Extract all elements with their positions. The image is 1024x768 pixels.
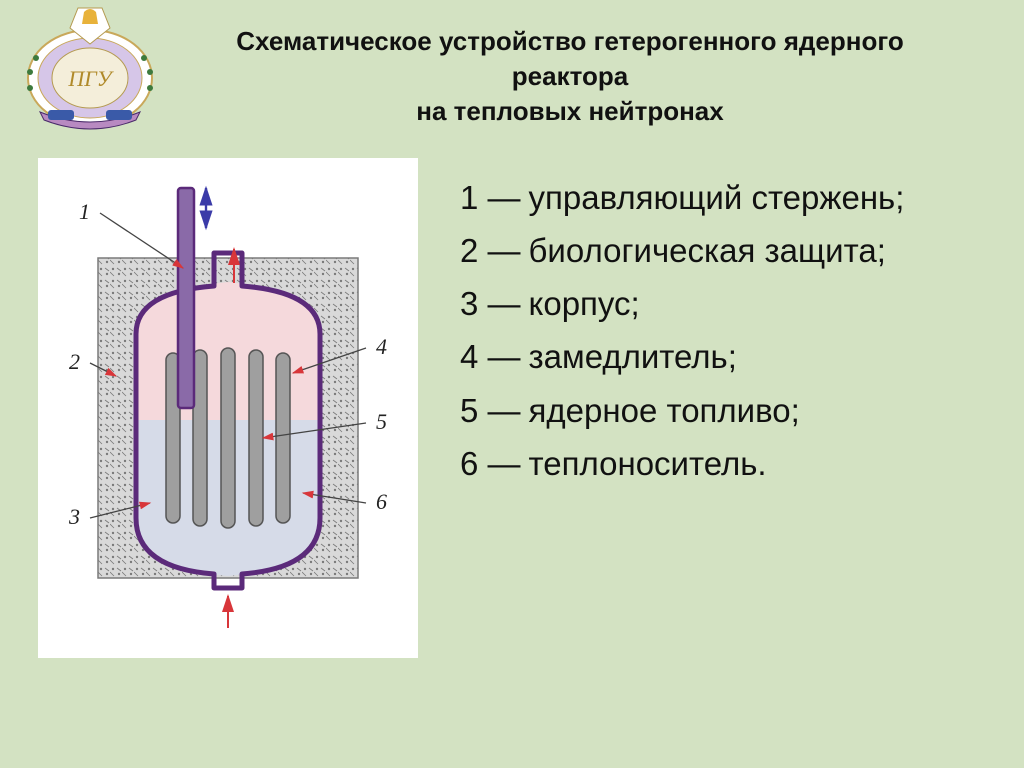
title-line-3: на тепловых нейтронах — [190, 94, 950, 129]
svg-text:4: 4 — [376, 334, 387, 359]
legend-num: 1 — — [460, 172, 521, 223]
legend-num: 3 — — [460, 278, 521, 329]
legend-label: корпус; — [521, 278, 640, 329]
svg-text:5: 5 — [376, 409, 387, 434]
svg-text:ПГУ: ПГУ — [67, 66, 114, 91]
svg-text:6: 6 — [376, 489, 387, 514]
svg-text:1: 1 — [79, 199, 90, 224]
title-line-2: реактора — [190, 59, 950, 94]
legend-label: управляющий стержень; — [521, 172, 905, 223]
legend-label: теплоноситель. — [521, 438, 767, 489]
legend-item-6: 6 —теплоноситель. — [460, 438, 1000, 489]
legend-num: 6 — — [460, 438, 521, 489]
legend-item-2: 2 —биологическая защита; — [460, 225, 1000, 276]
legend-item-1: 1 —управляющий стержень; — [460, 172, 1000, 223]
legend-label: биологическая защита; — [521, 225, 886, 276]
svg-text:2: 2 — [69, 349, 80, 374]
legend-item-5: 5 —ядерное топливо; — [460, 385, 1000, 436]
legend-item-4: 4 —замедлитель; — [460, 331, 1000, 382]
institution-logo: ПГУ — [10, 0, 170, 130]
legend-label: ядерное топливо; — [521, 385, 800, 436]
legend-item-3: 3 —корпус; — [460, 278, 1000, 329]
legend: 1 —управляющий стержень;2 —биологическая… — [460, 172, 1000, 491]
legend-num: 4 — — [460, 331, 521, 382]
svg-text:3: 3 — [68, 504, 80, 529]
legend-label: замедлитель; — [521, 331, 737, 382]
legend-num: 2 — — [460, 225, 521, 276]
legend-num: 5 — — [460, 385, 521, 436]
reactor-diagram: 1 2 3 4 5 6 — [38, 158, 418, 658]
page-title: Схематическое устройство гетерогенного я… — [190, 24, 950, 129]
title-line-1: Схематическое устройство гетерогенного я… — [190, 24, 950, 59]
